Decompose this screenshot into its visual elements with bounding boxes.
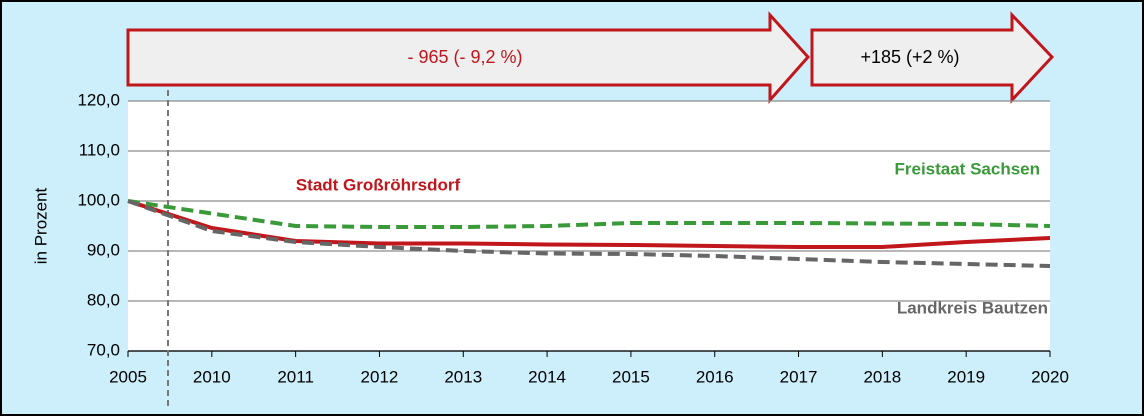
y-tick-label: 120,0 [77,90,120,109]
series-label: Landkreis Bautzen [897,298,1048,317]
x-tick-label: 2014 [528,367,566,386]
series-label: Freistaat Sachsen [894,159,1040,178]
x-tick-label: 2005 [109,367,147,386]
x-tick-label: 2011 [277,367,314,386]
x-tick-label: 2019 [947,367,985,386]
arrow [126,11,811,104]
x-tick-label: 2012 [361,367,399,386]
x-tick-label: 2013 [444,367,482,386]
x-tick-label: 2017 [780,367,818,386]
y-axis-label: in Prozent [31,187,50,264]
x-tick-label: 2016 [696,367,734,386]
y-tick-label: 80,0 [87,290,120,309]
x-tick-label: 2018 [863,367,901,386]
annotation: - 965 (- 9,2 %) [407,47,522,67]
y-tick-label: 70,0 [87,340,120,359]
x-tick-label: 2020 [1031,367,1069,386]
y-tick-label: 110,0 [79,140,120,159]
series-line [127,199,1051,249]
x-tick-label: 2010 [193,367,231,386]
annotation: +185 (+2 %) [860,47,959,67]
arrow [810,11,1055,104]
series-label: Stadt Großröhrsdorf [296,175,461,194]
y-tick-label: 100,0 [77,190,120,209]
series-line [127,199,1051,268]
x-tick-label: 2015 [612,367,650,386]
series-line [127,199,1051,229]
y-tick-label: 90,0 [87,240,120,259]
plot-area [128,101,1050,351]
